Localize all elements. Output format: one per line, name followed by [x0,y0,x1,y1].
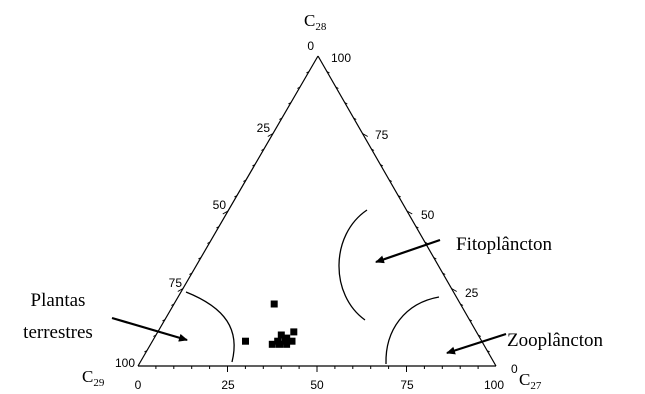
fito-arrow [375,238,441,264]
tick-c28 [388,179,393,182]
tick-c29 [189,272,193,275]
tick-label-c27-75: 75 [400,378,414,392]
tick-c28 [477,334,482,337]
tick-c29 [144,350,148,353]
tick-label-c29-25: 25 [257,121,271,135]
tick-c28 [469,319,473,322]
triangle-frame [137,55,497,367]
region-arcs [185,209,440,365]
tick-labels: 0 25 50 75 100 0 25 50 75 100 0 25 50 75… [115,39,518,392]
tick-c29 [162,319,166,322]
tick-c29 [297,86,301,89]
tick-c29 [243,179,247,182]
vertex-label-c27-sub: 27 [530,380,542,392]
annotation-zooplancton: Zooplâncton [507,330,604,351]
tick-c29 [153,334,157,337]
tick-c29 [177,288,184,292]
vertex-label-c27: C27 [519,370,542,392]
tick-c28 [344,102,348,105]
vertex-label-c28-sub: 28 [315,21,327,33]
data-point-1 [290,328,298,336]
tick-c28 [433,257,437,260]
tick-label-c28-75: 75 [375,128,389,142]
tick-c29 [267,133,274,137]
data-point-7 [274,337,282,345]
tick-c28 [442,272,446,275]
tick-c29 [261,148,265,151]
vertex-label-c28-base: C [304,11,315,30]
annotation-plantas-line2: terrestres [23,322,93,343]
tick-c29 [222,210,229,215]
data-point-3 [277,331,285,339]
tick-label-c27-0: 0 [135,378,142,392]
tick-c29 [252,164,256,167]
data-point-0 [270,300,278,308]
annotation-plantas-line1: Plantas [31,290,86,311]
vertex-label-c28: C28 [304,11,327,33]
tick-label-c28-0: 0 [511,362,518,376]
tick-c29 [216,226,220,229]
tick-c29 [306,71,310,74]
tick-label-c27-50: 50 [310,378,324,392]
tick-c29 [207,241,211,244]
tick-c28 [415,226,419,229]
tick-c28 [460,303,464,306]
tick-c28 [406,210,413,215]
tick-label-c29-100: 100 [115,356,135,370]
tick-c29 [288,102,292,105]
tick-c28 [371,148,375,151]
tick-c29 [234,195,238,198]
vertex-labels: C28 C29 C27 [82,11,542,392]
annotation-arrows [111,238,507,355]
tick-label-c28-100: 100 [331,51,351,65]
tick-c28 [486,350,490,353]
tick-label-c29-50: 50 [213,198,227,212]
tick-c28 [380,164,384,167]
annotations: Plantas terrestres Fitoplâncton Zooplânc… [23,234,603,351]
tick-label-c28-25: 25 [465,286,479,300]
tick-label-c28-50: 50 [421,208,435,222]
plantas-arrow [111,316,188,342]
vertex-label-c29-sub: 29 [93,377,105,389]
tick-c28 [326,71,330,74]
tick-c28 [362,133,368,137]
tick-label-c29-75: 75 [169,276,183,290]
annotation-fitoplancton: Fitoplâncton [456,234,553,255]
tick-c28 [335,86,339,89]
tick-c29 [279,117,283,120]
tick-label-c27-25: 25 [221,378,235,392]
data-point-9 [283,340,291,348]
data-points [242,300,298,348]
zoo-arrow [446,332,507,355]
zoo-region-arc [385,296,440,365]
plantas-region-arc [185,291,235,363]
tick-label-c27-100: 100 [484,378,504,392]
tick-c28 [353,117,357,120]
tick-c29 [198,257,202,260]
fito-region-arc [338,209,368,321]
tick-label-c29-0: 0 [307,39,314,53]
data-point-10 [242,337,249,345]
tick-c29 [171,303,175,306]
tick-c28 [397,195,401,198]
tick-c28 [451,288,457,292]
vertex-label-c27-base: C [519,370,530,389]
data-point-8 [268,340,276,348]
tick-c28 [424,241,428,244]
vertex-label-c29: C29 [82,367,105,389]
vertex-label-c29-base: C [82,367,93,386]
axis-ticks [144,71,490,372]
data-point-4 [288,337,296,345]
